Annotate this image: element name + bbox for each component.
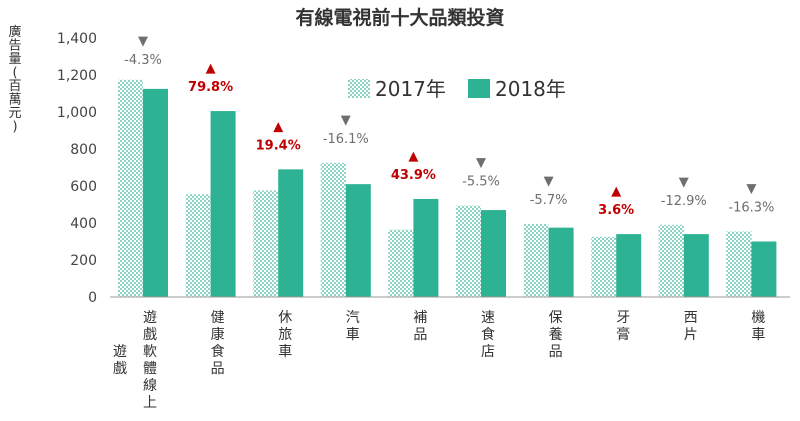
y-tick-label: 1,400 — [57, 31, 97, 47]
bar-2017 — [388, 229, 414, 297]
chart-title: 有線電視前十大品類投資 — [295, 6, 504, 29]
bar-2017 — [523, 223, 549, 297]
change-percent-label: -12.9% — [661, 194, 707, 209]
y-tick-label: 1,000 — [57, 105, 97, 121]
bar-2017 — [320, 162, 346, 297]
category-label: 休旅車 — [278, 310, 292, 360]
down-arrow-icon: ▼ — [138, 34, 148, 49]
change-percent-label: -16.3% — [728, 200, 774, 215]
bar-2018 — [548, 227, 574, 297]
category-label: 補品 — [413, 310, 427, 343]
down-arrow-icon: ▼ — [476, 155, 486, 170]
category-labels: 遊戲軟體線上 遊戲 健康食品 休旅車 汽車 補品 速食店 保養品 牙膏 西片 機車 — [113, 310, 765, 411]
category-label: 速食店 — [481, 310, 495, 360]
bar-2018 — [278, 169, 304, 297]
bar-2017 — [726, 231, 752, 297]
bar-2017 — [185, 194, 211, 297]
bar-2017 — [253, 190, 279, 297]
y-axis-label: 廣告量(百萬元) — [8, 25, 21, 135]
change-labels: ▼ -4.3% ▲ 79.8% ▲ 19.4% ▼ -16.1% ▲ 43.9% ▼ -5.5% ▼ -5… — [124, 34, 774, 218]
bar-2018 — [683, 234, 709, 297]
category-label: 機車 — [751, 310, 765, 343]
change-percent-label: 3.6% — [598, 203, 634, 218]
bar-2018 — [143, 88, 168, 297]
category-label: 遊戲軟體線上 — [143, 310, 157, 411]
category-label: 遊戲 — [113, 344, 127, 377]
legend-swatch-2017 — [348, 79, 370, 98]
category-label: 汽車 — [346, 310, 360, 343]
bar-2018 — [345, 184, 371, 297]
bar-2018 — [481, 210, 506, 297]
change-percent-label: -5.5% — [462, 174, 500, 189]
down-arrow-icon: ▼ — [544, 174, 554, 189]
category-label: 保養品 — [549, 310, 563, 360]
bar-2017 — [456, 205, 481, 297]
y-tick-label: 600 — [70, 179, 97, 195]
change-percent-label: 43.9% — [391, 168, 436, 183]
legend-swatch-2018 — [468, 79, 490, 98]
change-percent-label: 79.8% — [188, 80, 233, 95]
change-percent-label: -16.1% — [323, 132, 369, 147]
up-arrow-icon: ▲ — [273, 119, 283, 134]
bar-2018 — [751, 241, 777, 297]
legend: 2017年 2018年 — [348, 77, 566, 101]
down-arrow-icon: ▼ — [679, 175, 689, 190]
change-percent-label: -5.7% — [530, 193, 568, 208]
bars — [118, 79, 777, 297]
bar-2017 — [118, 79, 143, 297]
category-label: 健康食品 — [211, 310, 225, 377]
bar-2018 — [210, 111, 236, 297]
y-tick-label: 800 — [70, 142, 97, 158]
up-arrow-icon: ▲ — [408, 149, 418, 164]
y-tick-label: 400 — [70, 216, 97, 232]
bar-2017 — [591, 236, 617, 297]
down-arrow-icon: ▼ — [341, 113, 351, 128]
bar-2017 — [658, 224, 684, 297]
category-label: 牙膏 — [616, 310, 630, 343]
category-label: 西片 — [684, 310, 698, 343]
legend-label-2018: 2018年 — [495, 77, 566, 101]
change-percent-label: -4.3% — [124, 53, 162, 68]
down-arrow-icon: ▼ — [746, 181, 756, 196]
y-axis-ticks: 0 200 400 600 800 1,000 1,200 1,400 — [57, 31, 97, 306]
up-arrow-icon: ▲ — [206, 61, 216, 76]
y-tick-label: 1,200 — [57, 68, 97, 84]
bar-2018 — [616, 234, 642, 297]
up-arrow-icon: ▲ — [611, 184, 621, 199]
change-percent-label: 19.4% — [256, 138, 301, 153]
legend-label-2017: 2017年 — [375, 77, 446, 101]
y-tick-label: 200 — [70, 253, 97, 269]
y-tick-label: 0 — [88, 290, 97, 306]
bar-2018 — [413, 198, 439, 297]
